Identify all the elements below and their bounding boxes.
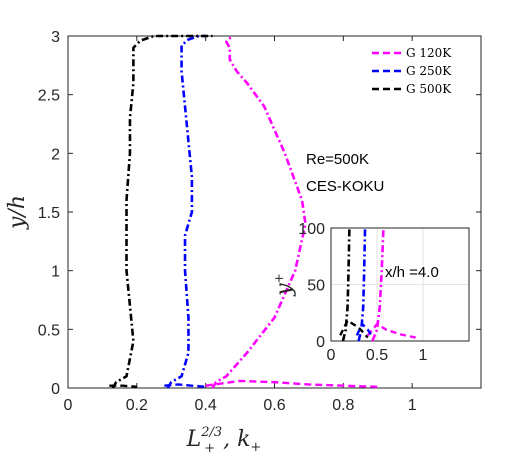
x-tick-label: 0: [64, 397, 73, 414]
inset-x-tick-label: 0.5: [366, 347, 388, 364]
legend-label: G 250K: [406, 64, 452, 78]
series-line-k: [109, 384, 137, 389]
legend: G 120K G 250K G 500K: [372, 46, 452, 96]
series-line-k: [205, 379, 378, 389]
inset-frame: [330, 227, 470, 342]
legend-label: G 500K: [406, 82, 452, 96]
y-tick-label: 2.5: [38, 88, 60, 105]
inset-x-tick-label: 0: [327, 347, 336, 364]
y-tick-label: 0.5: [38, 322, 60, 339]
series-line-L: [166, 34, 206, 389]
y-tick-label: 1: [51, 264, 60, 281]
y-axis-label: y/h: [5, 195, 30, 230]
inset-y-tick-label: 0: [316, 334, 325, 351]
x-tick-label: 0.2: [126, 397, 148, 414]
x-tick-label: 0.4: [195, 397, 217, 414]
annotation-reynolds: Re=500K: [306, 151, 369, 168]
inset-series-line-k: [366, 322, 416, 339]
inset-series-line-L: [371, 227, 385, 342]
inset-series-line-L: [357, 227, 367, 342]
series-line-L: [111, 34, 213, 389]
x-axis-label: L2/3 +, k+: [186, 425, 262, 455]
series-line-k: [164, 383, 206, 389]
legend-label: G 120K: [406, 46, 452, 60]
x-tick-label: 0.8: [332, 397, 354, 414]
inset-annotation: x/h =4.0: [385, 264, 439, 281]
inset-series-line-L: [341, 227, 351, 342]
y-tick-label: 3: [51, 29, 60, 46]
x-tick-label: 1: [408, 397, 417, 414]
y-tick-label: 2: [51, 146, 60, 163]
annotation-model: CES-KOKU: [306, 178, 384, 195]
inset-series-line-k: [339, 318, 369, 339]
inset-y-axis-label: y+: [272, 273, 297, 297]
inset-plot: 0 0.5 1 0 50 100 y+ x/h =4.0: [272, 221, 470, 364]
series-line-L: [211, 34, 307, 389]
y-tick-label: 1.5: [38, 205, 60, 222]
y-tick-label: 0: [51, 381, 60, 398]
inset-series-line-k: [355, 321, 374, 338]
inset-y-tick-label: 50: [307, 278, 325, 295]
x-tick-label: 0.6: [263, 397, 285, 414]
main-plot: 0 0.2 0.4 0.6 0.8 1 0 0.5 1 1.5 2 2.5 3 L2/3 +, k+ y/h G…: [5, 29, 482, 455]
inset-x-tick-label: 1: [419, 347, 428, 364]
inset-y-tick-label: 100: [298, 221, 325, 238]
